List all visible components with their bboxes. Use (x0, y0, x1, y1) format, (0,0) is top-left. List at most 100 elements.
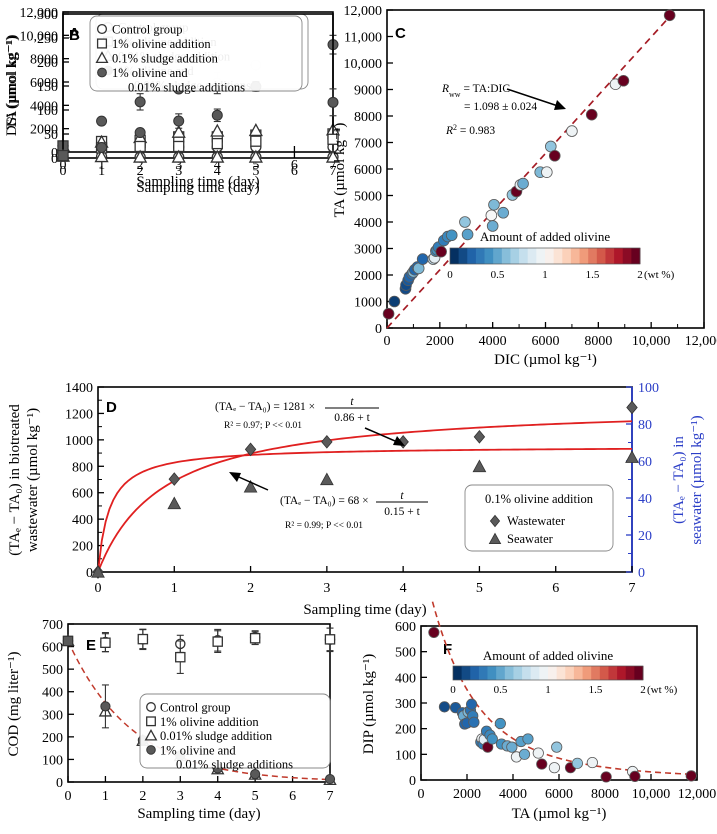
data-point-wastewater (321, 435, 333, 449)
data-point (518, 748, 531, 760)
data-point (134, 127, 146, 139)
colorbar-swatch (484, 248, 494, 264)
legend-label: Control group (112, 23, 182, 37)
colorbar-swatch (553, 248, 563, 264)
panel-e-letter: E (86, 637, 96, 654)
data-point (663, 9, 676, 22)
x-tick-label: 12,000 (685, 334, 717, 349)
panel-e-ylabel: COD (mg liter⁻¹) (6, 652, 22, 757)
data-point (171, 149, 186, 163)
data-point-wastewater (244, 442, 257, 457)
panel-d-eq1-stats: R² = 0.97; P << 0.01 (224, 421, 302, 431)
y-tick-left-label: 1000 (65, 434, 93, 449)
y-tick-label: 300 (37, 8, 58, 23)
x-tick-label: 0 (418, 787, 425, 802)
y-tick-right-label: 100 (638, 381, 659, 396)
colorbar-tick-label: 0.5 (494, 684, 508, 696)
panel-d-eq1-den: 0.86 + t (334, 412, 370, 424)
colorbar-swatch (622, 248, 632, 264)
colorbar-swatch (562, 248, 572, 264)
legend-marker (95, 51, 109, 64)
legend-label: 0.1% sludge addition (112, 52, 219, 66)
colorbar-swatch (513, 666, 523, 680)
data-point (494, 717, 506, 730)
panel-a-letter: A (69, 25, 80, 42)
legend-label: 1% olivine addition (112, 37, 211, 51)
panel-a-ylabel: TA (µmol kg⁻¹) (4, 35, 20, 130)
panel-e: 0 100 200 300 400 500 600 700 0 1 2 3 4 5 6 7 E COD (mg l… (0, 612, 360, 834)
data-point (211, 137, 223, 150)
colorbar-swatch (470, 666, 480, 680)
data-point (327, 96, 339, 108)
y-tick-left-label: 200 (72, 540, 93, 555)
data-point (249, 632, 261, 644)
colorbar-swatch (625, 666, 635, 680)
x-tick-label: 0 (60, 164, 67, 179)
colorbar-swatch (548, 666, 558, 680)
data-point (324, 634, 336, 645)
y-tick-label: 200 (395, 723, 416, 738)
colorbar-swatch (599, 666, 609, 680)
panel-f-data (428, 626, 697, 783)
data-point (210, 149, 225, 163)
data-point (629, 770, 641, 783)
panel-e-xlabel: Sampling time (day) (137, 806, 260, 822)
data-point (585, 108, 598, 121)
y-tick-label: 4000 (354, 216, 382, 231)
panel-b-letter: B (69, 27, 80, 44)
x-tick-label: 12,000 (678, 787, 717, 802)
panel-d-eq1-lhs: (TAₑ − TA₀) = 1281 × (215, 401, 315, 413)
colorbar-swatch (617, 666, 627, 680)
colorbar-swatch (605, 248, 615, 264)
y-tick-label: 10,000 (344, 57, 383, 72)
data-point (212, 636, 223, 647)
x-tick-label: 1 (98, 164, 105, 179)
data-point (466, 698, 478, 710)
x-tick-label: 7 (629, 581, 636, 596)
data-point (459, 216, 471, 228)
data-point (62, 635, 74, 647)
panel-d-legend-box (464, 484, 614, 552)
panel-c-letter: C (395, 25, 406, 42)
data-point (100, 637, 111, 648)
x-tick-label: 4 (400, 581, 407, 596)
colorbar-title: Amount of added olivine (483, 648, 614, 663)
regression-line (386, 10, 676, 329)
data-point (506, 741, 518, 753)
x-tick-label: 4 (214, 789, 221, 804)
data-point (134, 96, 146, 108)
y-tick-label: 6000 (354, 163, 382, 178)
y-tick-label: 400 (395, 671, 416, 686)
y-tick-left-label: 800 (72, 460, 93, 475)
legend-label: 0.01% sludge additions (128, 81, 245, 95)
data-point (137, 633, 149, 645)
panel-f-xlabel: TA (µmol kg⁻¹) (512, 806, 607, 822)
colorbar-swatch (545, 248, 555, 264)
data-point (175, 651, 186, 663)
data-point (600, 771, 612, 783)
colorbar-tick-label: 1.5 (589, 684, 603, 696)
y-tick-label: 2000 (354, 269, 382, 284)
panel-d-eq1-num: t (350, 396, 354, 408)
legend-label: Control group (160, 701, 230, 715)
colorbar-swatch (496, 666, 506, 680)
x-tick-label: 0 (65, 789, 72, 804)
data-point (210, 123, 225, 137)
panel-c-annotation: Rww = TA:DIC (441, 83, 510, 99)
y-tick-label: 150 (37, 80, 58, 95)
data-point-seawater (472, 459, 487, 473)
ylabel-right-line2: seawater (µmol kg⁻¹) (689, 415, 705, 544)
panel-c-xlabel: DIC (µmol kg⁻¹) (494, 352, 597, 368)
data-point (486, 733, 498, 745)
y-tick-label: 8000 (30, 53, 58, 68)
colorbar-swatch (510, 248, 520, 264)
y-tick-label: 8000 (354, 110, 382, 125)
x-tick-label: 2 (137, 164, 144, 179)
panel-b-legend-box (89, 15, 303, 92)
x-tick-label: 10,000 (632, 334, 671, 349)
data-point (445, 229, 458, 242)
panel-d-eq2-arrowhead (229, 472, 241, 482)
panel-d-legend-title: 0.1% olivine addition (485, 492, 594, 506)
x-tick-label: 1 (102, 789, 109, 804)
data-point (388, 295, 401, 308)
